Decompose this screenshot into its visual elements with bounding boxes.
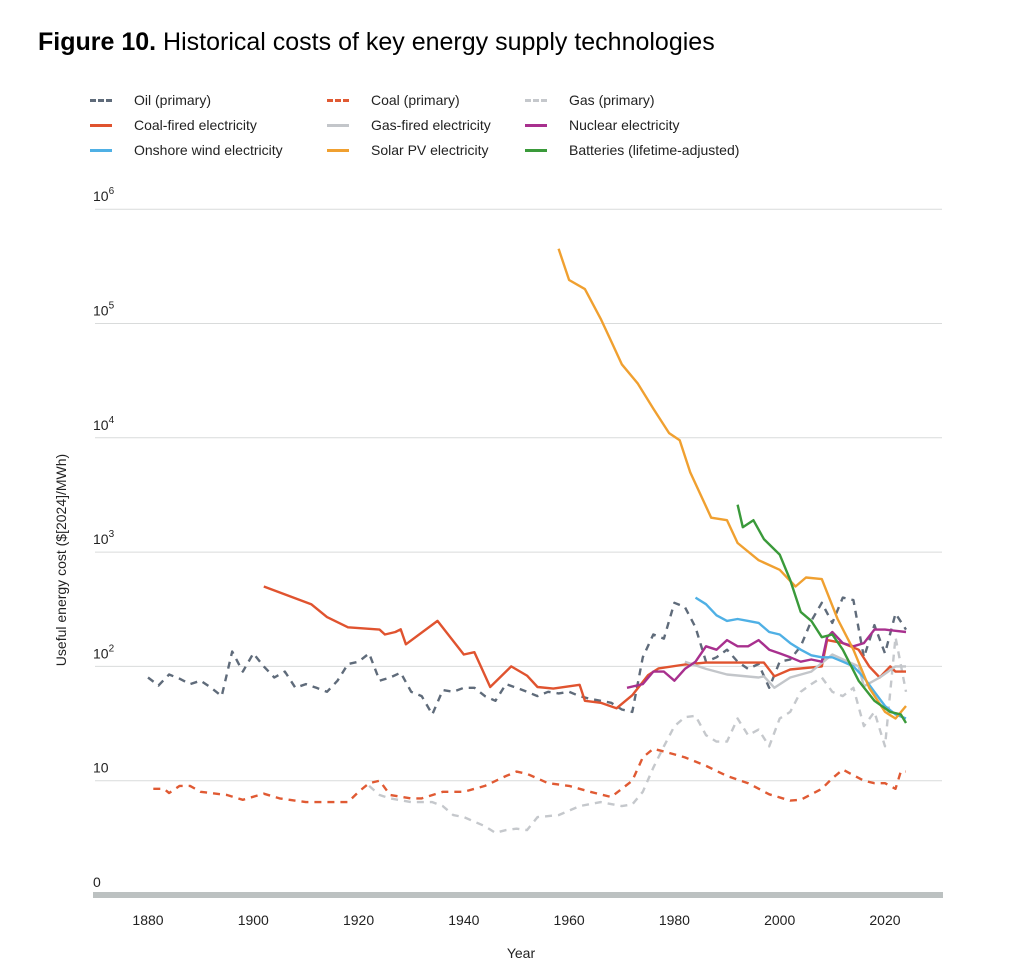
legend-label: Oil (primary) (134, 92, 211, 108)
x-tick-label: 1960 (554, 912, 585, 928)
legend-swatch (90, 98, 112, 102)
y-tick-label: 102 (93, 643, 115, 661)
series-line-coal-fired-electricity (263, 585, 906, 710)
legend-item-batteries-lifetime-adjusted: Batteries (lifetime-adjusted) (525, 142, 739, 158)
y-tick-base: 10 (93, 417, 109, 433)
series-lines (147, 248, 908, 834)
x-tick-label: 2020 (869, 912, 900, 928)
x-tick-label: 1880 (132, 912, 163, 928)
gridlines (95, 208, 942, 782)
legend-swatch (525, 98, 547, 102)
legend-label: Coal-fired electricity (134, 117, 257, 133)
x-axis-bar (93, 892, 943, 898)
y-tick-label: 10 (93, 760, 109, 776)
legend-label: Nuclear electricity (569, 117, 680, 133)
x-tick-label: 1920 (343, 912, 374, 928)
series-line-solar-pv-electricity (557, 248, 907, 720)
legend-swatch (327, 123, 349, 127)
legend-label: Onshore wind electricity (134, 142, 283, 158)
legend-item-nuclear-electricity: Nuclear electricity (525, 117, 679, 133)
y-tick-base: 10 (93, 760, 109, 776)
y-tick-base: 10 (93, 188, 109, 204)
y-tick-label: 106 (93, 186, 115, 204)
y-tick-base: 10 (93, 645, 109, 661)
figure-number: Figure 10. (38, 28, 157, 56)
y-tick-base: 10 (93, 531, 109, 547)
legend-label: Batteries (lifetime-adjusted) (569, 142, 740, 158)
legend-item-coal-fired-electricity: Coal-fired electricity (90, 117, 257, 133)
x-tick-label: 2000 (764, 912, 795, 928)
legend-swatch (90, 148, 112, 152)
x-tick-label: 1900 (238, 912, 269, 928)
legend-item-oil-primary: Oil (primary) (90, 92, 211, 108)
legend-item-coal-primary: Coal (primary) (327, 92, 460, 108)
y-axis-label: Useful energy cost ($[2024]/MWh) (53, 454, 69, 666)
legend-label: Gas (primary) (569, 92, 655, 108)
legend-swatch (327, 98, 349, 102)
y-tick-base: 10 (93, 303, 109, 319)
y-tick-exponent: 6 (109, 186, 115, 197)
legend-swatch (327, 148, 349, 152)
y-tick-exponent: 5 (109, 301, 115, 312)
y-tick-base: 0 (93, 874, 101, 890)
legend-label: Solar PV electricity (371, 142, 489, 158)
y-tick-label: 104 (93, 415, 115, 433)
legend-swatch (525, 123, 547, 127)
legend-label: Gas-fired electricity (371, 117, 491, 133)
series-line-gas-primary (368, 636, 908, 834)
y-tick-label: 105 (93, 301, 115, 319)
y-tick-label: 0 (93, 874, 101, 890)
legend-swatch (525, 148, 547, 152)
series-line-nuclear-electricity (626, 628, 907, 689)
series-line-batteries-lifetime-adjusted (736, 504, 908, 724)
y-tick-exponent: 2 (109, 643, 115, 654)
figure-title: Figure 10. Historical costs of key energ… (38, 28, 715, 57)
legend-item-solar-pv-electricity: Solar PV electricity (327, 142, 488, 158)
y-tick-exponent: 4 (109, 415, 115, 426)
legend-swatch (90, 123, 112, 127)
figure-title-text: Historical costs of key energy supply te… (156, 28, 715, 56)
y-tick-exponent: 3 (109, 529, 115, 540)
series-line-oil-primary (147, 596, 908, 716)
x-axis-ticks: 1880 1900 1920 1940 1960 1980 2000 2020 (132, 912, 900, 928)
x-axis-label: Year (507, 945, 536, 961)
x-tick-label: 1980 (659, 912, 690, 928)
series-line-gas-fired-electricity (684, 653, 906, 689)
y-tick-label: 103 (93, 529, 115, 547)
legend-label: Coal (primary) (371, 92, 460, 108)
legend-item-gas-primary: Gas (primary) (525, 92, 655, 108)
legend-item-onshore-wind-electricity: Onshore wind electricity (90, 142, 283, 158)
x-tick-label: 1940 (448, 912, 479, 928)
series-line-coal-primary (153, 747, 906, 804)
series-line-onshore-wind-electricity (694, 596, 907, 720)
legend-item-gas-fired-electricity: Gas-fired electricity (327, 117, 491, 133)
